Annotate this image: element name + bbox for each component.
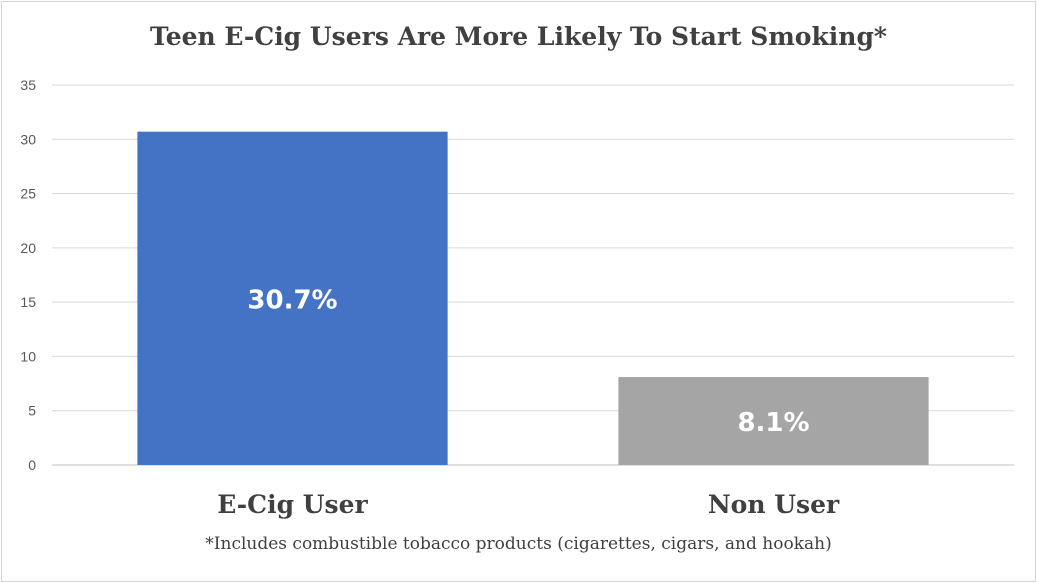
y-tick-label: 30 — [20, 131, 36, 147]
y-tick-label: 35 — [20, 77, 36, 93]
y-tick-label: 15 — [20, 294, 36, 310]
y-axis-ticks: 0 5 10 15 20 25 30 35 — [20, 77, 36, 473]
data-labels: 30.7% 8.1% — [247, 285, 809, 438]
chart-title: Teen E-Cig Users Are More Likely To Star… — [149, 22, 888, 51]
x-category-label: Non User — [708, 490, 840, 519]
y-tick-label: 5 — [28, 403, 36, 419]
y-tick-label: 0 — [28, 457, 36, 473]
data-label: 8.1% — [737, 408, 809, 438]
y-tick-label: 10 — [20, 348, 36, 364]
bars — [137, 131, 929, 465]
chart-footnote: *Includes combustible tobacco products (… — [205, 534, 832, 554]
x-axis-categories: E-Cig User Non User — [217, 490, 840, 519]
bar — [618, 377, 929, 465]
bar — [137, 131, 448, 465]
y-tick-label: 20 — [20, 240, 36, 256]
y-tick-label: 25 — [20, 186, 36, 202]
data-label: 30.7% — [247, 285, 337, 315]
x-category-label: E-Cig User — [217, 490, 368, 519]
